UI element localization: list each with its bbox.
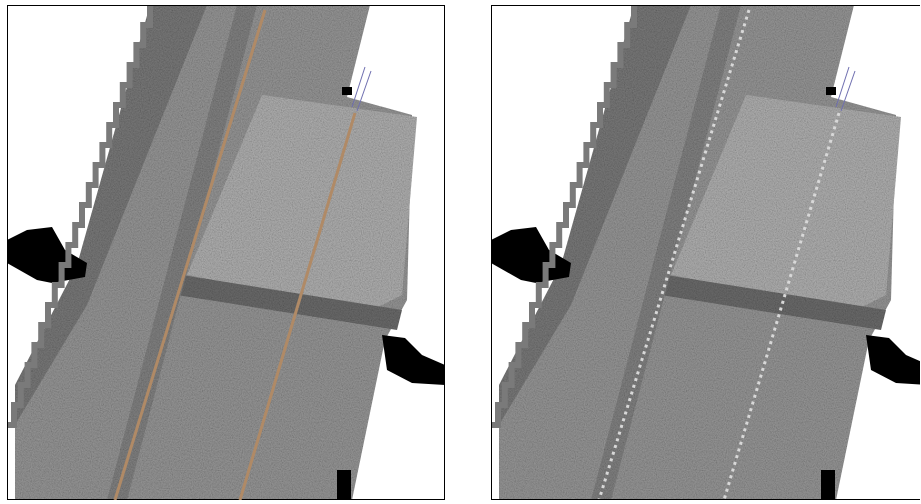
- left-panel: [7, 5, 445, 500]
- right-panel: [491, 5, 921, 500]
- image-pair: [0, 0, 921, 504]
- page: {}: [0, 0, 921, 504]
